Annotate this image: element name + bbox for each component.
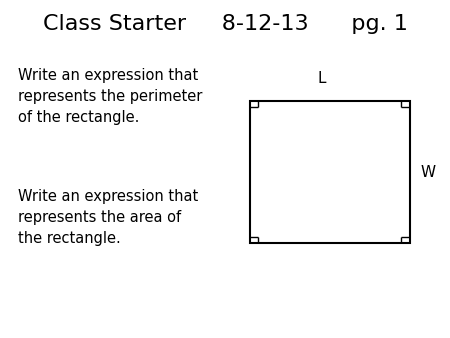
Text: L: L — [318, 71, 326, 86]
Text: W: W — [421, 165, 436, 180]
Text: Class Starter     8-12-13      pg. 1: Class Starter 8-12-13 pg. 1 — [43, 14, 407, 33]
Text: Write an expression that
represents the perimeter
of the rectangle.: Write an expression that represents the … — [18, 68, 202, 125]
Bar — [250, 101, 410, 243]
Text: Write an expression that
represents the area of
the rectangle.: Write an expression that represents the … — [18, 189, 198, 246]
